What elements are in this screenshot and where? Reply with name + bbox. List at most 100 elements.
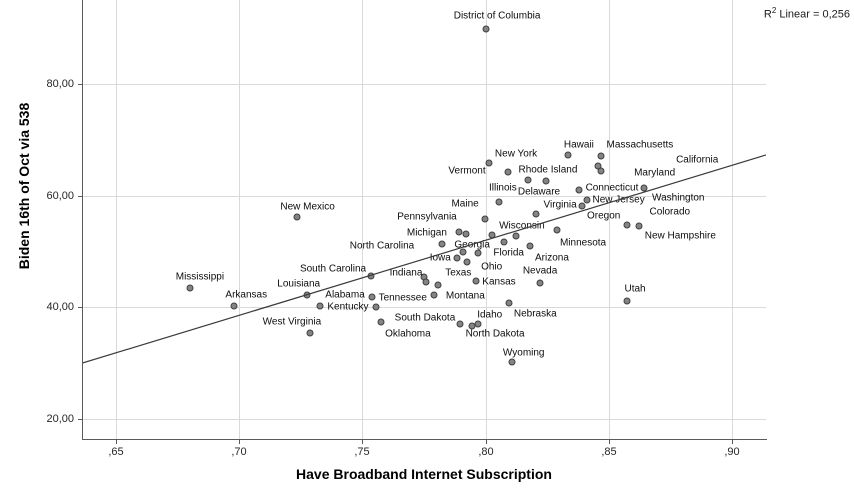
x-gridline	[609, 0, 610, 439]
data-point-iowa	[453, 254, 461, 262]
data-point-new-jersey	[583, 196, 591, 204]
data-point-west-virginia	[306, 329, 314, 337]
point-label: Nebraska	[513, 308, 557, 320]
point-label: Idaho	[477, 309, 503, 321]
plot-area: District of Columbia New York Vermont Rhode…	[82, 0, 766, 439]
data-point-oklahoma	[377, 318, 385, 326]
point-label: New Hampshire	[644, 230, 716, 242]
x-tick-mark	[362, 440, 363, 444]
point-label: Delaware	[517, 186, 561, 198]
data-point-wyoming	[508, 358, 516, 365]
point-label: Vermont	[448, 165, 486, 177]
data-point-ohio	[463, 258, 471, 266]
data-point-south-dakota	[456, 320, 464, 328]
point-label: Alabama	[325, 289, 365, 301]
data-point-delaware	[524, 176, 532, 184]
data-point-colorado	[623, 221, 631, 229]
point-label: Massachusetts	[606, 139, 674, 151]
point-label: Kansas	[482, 276, 516, 288]
point-label: Florida	[493, 247, 524, 259]
data-point-arizona	[526, 242, 534, 250]
data-point-georgia	[459, 248, 467, 256]
data-point-rhode-island	[542, 177, 550, 185]
x-tick-mark	[239, 440, 240, 444]
x-gridline	[732, 0, 733, 439]
point-label: Oregon	[587, 210, 621, 222]
point-label: Arizona	[534, 252, 569, 264]
point-label: Rhode Island	[518, 164, 578, 176]
point-label: Connecticut	[585, 182, 639, 194]
data-point-tennessee	[368, 293, 376, 301]
x-gridline	[362, 0, 363, 439]
point-label: Maryland	[634, 167, 676, 179]
data-point-texas	[434, 281, 442, 289]
data-point-hawaii	[564, 151, 572, 159]
point-label: California	[676, 154, 719, 166]
data-point-nebraska	[505, 299, 513, 307]
y-tick-mark	[78, 307, 82, 308]
x-gridline	[116, 0, 117, 439]
point-label: New York	[494, 148, 538, 160]
data-point-pennsylvania	[455, 228, 463, 236]
x-tick-label: ,65	[108, 446, 124, 458]
point-label: Wyoming	[502, 347, 545, 358]
point-label: Minnesota	[559, 237, 607, 249]
x-tick-mark	[486, 440, 487, 444]
point-label: Arkansas	[225, 289, 268, 301]
point-label: Tennessee	[378, 292, 427, 304]
data-point-new-hampshire	[635, 222, 643, 230]
point-label: Pennsylvania	[397, 211, 457, 223]
data-point-kentucky	[372, 303, 380, 311]
data-point-massachusetts	[597, 152, 605, 160]
data-point-wisconsin	[512, 232, 520, 240]
data-point	[422, 278, 430, 286]
point-label: South Dakota	[394, 312, 456, 324]
point-label: Wisconsin	[499, 220, 545, 232]
data-point-district-of-columbia	[482, 25, 490, 33]
point-label: North Carolina	[349, 240, 415, 252]
data-point-idaho	[474, 320, 482, 328]
x-tick-label: ,85	[601, 446, 617, 458]
point-label: West Virginia	[262, 316, 322, 328]
y-tick-label: 20,00	[46, 413, 74, 425]
data-point-kansas	[472, 277, 480, 285]
point-label: Iowa	[429, 252, 451, 264]
y-gridline	[82, 196, 766, 197]
point-label: Ohio	[481, 261, 503, 273]
data-point-maine	[481, 215, 489, 223]
point-label: Washington	[652, 192, 705, 204]
y-axis-line	[82, 0, 83, 439]
y-tick-label: 40,00	[46, 301, 74, 313]
y-tick-label: 80,00	[46, 78, 74, 90]
x-tick-mark	[732, 440, 733, 444]
x-axis-line	[82, 439, 767, 440]
x-tick-label: ,80	[478, 446, 494, 458]
point-label: Texas	[445, 267, 472, 279]
data-point-new-york	[485, 159, 493, 167]
x-gridline	[239, 0, 240, 439]
data-point-new-mexico	[293, 213, 301, 221]
point-label: Virginia	[543, 199, 577, 211]
y-tick-mark	[78, 419, 82, 420]
data-point	[500, 238, 508, 246]
y-tick-mark	[78, 196, 82, 197]
point-label: Maine	[451, 198, 479, 210]
point-label: North Dakota	[465, 328, 525, 340]
point-label: Indiana	[389, 267, 423, 279]
data-point-mississippi	[186, 284, 194, 292]
y-gridline	[82, 84, 766, 85]
data-point-utah	[623, 297, 631, 305]
data-point-montana	[430, 291, 438, 299]
r-squared-annotation: R2 Linear = 0,256	[763, 6, 850, 21]
x-tick-label: ,75	[354, 446, 370, 458]
data-point-minnesota	[553, 226, 561, 234]
y-axis-title: Biden 16th of Oct via 538	[16, 102, 32, 270]
data-point-virginia	[532, 210, 540, 218]
point-label: Utah	[624, 283, 646, 295]
data-point-alabama	[316, 302, 324, 310]
regression-line	[82, 154, 766, 364]
x-tick-mark	[116, 440, 117, 444]
point-label: Mississippi	[175, 271, 225, 283]
point-label: Colorado	[649, 206, 691, 218]
